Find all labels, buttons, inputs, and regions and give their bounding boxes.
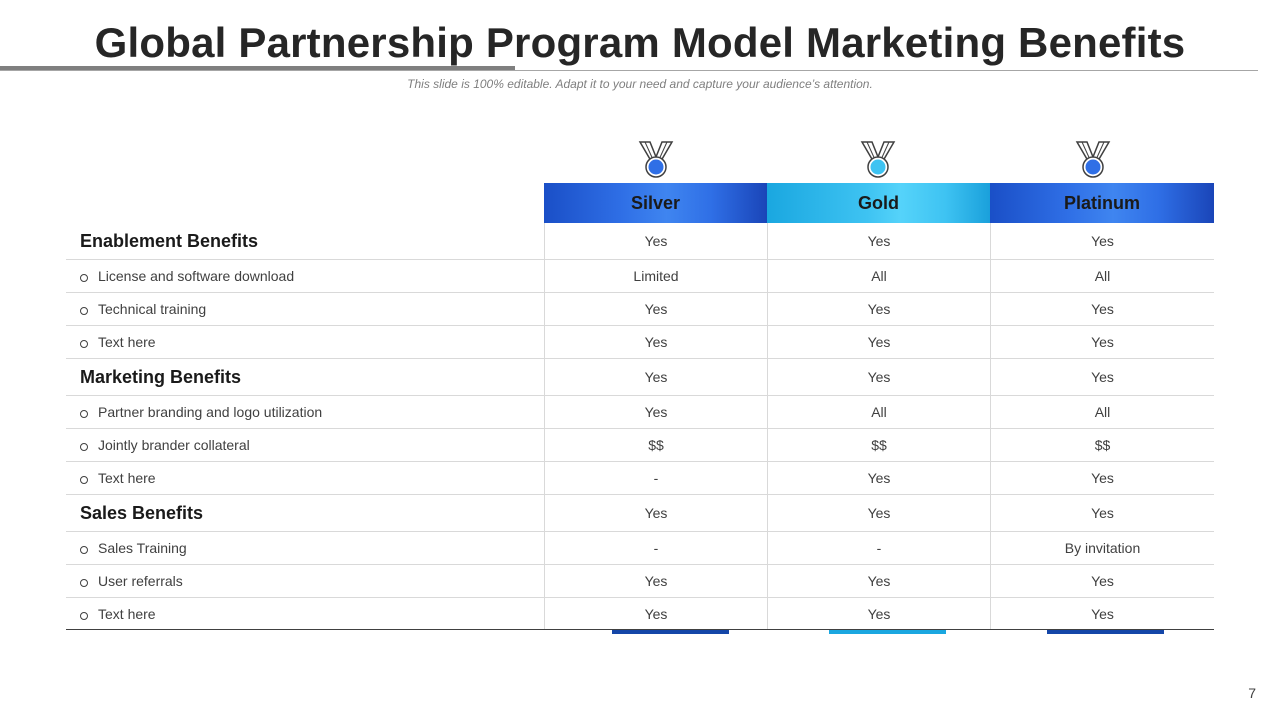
tier-header-platinum: Platinum — [990, 183, 1214, 223]
cell-gold: Yes — [767, 598, 990, 630]
table-row: User referrals Yes Yes Yes — [66, 565, 1214, 598]
cell-platinum: Yes — [990, 565, 1214, 597]
cell-platinum: Yes — [990, 495, 1214, 531]
table-row: Sales Training - - By invitation — [66, 532, 1214, 565]
row-label: Text here — [98, 470, 156, 486]
cell-platinum: Yes — [990, 598, 1214, 630]
row-label: Text here — [98, 334, 156, 350]
gold-footer-bar — [829, 630, 946, 634]
bullet-icon — [80, 546, 88, 554]
cell-silver: - — [544, 532, 767, 564]
bullet-icon — [80, 476, 88, 484]
bullet-icon — [80, 307, 88, 315]
row-label: Partner branding and logo utilization — [98, 404, 323, 420]
cell-platinum: Yes — [990, 462, 1214, 494]
row-label: Sales Training — [98, 540, 187, 556]
silver-medal-icon — [638, 141, 674, 178]
cell-platinum: Yes — [990, 359, 1214, 395]
page-number: 7 — [1248, 685, 1256, 701]
cell-gold: Yes — [767, 223, 990, 259]
platinum-footer-bar — [1047, 630, 1164, 634]
cell-platinum: By invitation — [990, 532, 1214, 564]
row-label: Jointly brander collateral — [98, 437, 250, 453]
bullet-icon — [80, 274, 88, 282]
row-label: License and software download — [98, 268, 295, 284]
row-label: Enablement Benefits — [80, 230, 259, 251]
row-label: Technical training — [98, 301, 207, 317]
cell-silver: Yes — [544, 223, 767, 259]
table-row: Jointly brander collateral $$ $$ $$ — [66, 429, 1214, 462]
cell-silver: Yes — [544, 396, 767, 428]
gold-medal-icon — [860, 141, 896, 178]
bullet-icon — [80, 410, 88, 418]
table-row: Marketing Benefits Yes Yes Yes — [66, 359, 1214, 396]
table-row: Sales Benefits Yes Yes Yes — [66, 495, 1214, 532]
cell-gold: Yes — [767, 359, 990, 395]
table-row: Text here - Yes Yes — [66, 462, 1214, 495]
bullet-icon — [80, 612, 88, 620]
title-underline — [0, 70, 1258, 71]
cell-platinum: Yes — [990, 293, 1214, 325]
cell-gold: All — [767, 396, 990, 428]
table-row: Text here Yes Yes Yes — [66, 326, 1214, 359]
silver-footer-bar — [612, 630, 729, 634]
table-row: License and software download Limited Al… — [66, 260, 1214, 293]
table-bottom-rule — [66, 629, 1214, 630]
cell-gold: Yes — [767, 495, 990, 531]
cell-gold: $$ — [767, 429, 990, 461]
cell-platinum: All — [990, 396, 1214, 428]
cell-silver: - — [544, 462, 767, 494]
cell-gold: Yes — [767, 462, 990, 494]
row-label: User referrals — [98, 573, 183, 589]
table-row: Text here Yes Yes Yes — [66, 598, 1214, 630]
row-label: Marketing Benefits — [80, 366, 242, 387]
cell-platinum: Yes — [990, 326, 1214, 358]
benefits-table: Enablement Benefits Yes Yes Yes License … — [66, 223, 1214, 630]
row-label: Sales Benefits — [80, 502, 204, 523]
cell-silver: Yes — [544, 598, 767, 630]
platinum-medal-icon — [1075, 141, 1111, 178]
bullet-icon — [80, 443, 88, 451]
tier-header-gold: Gold — [767, 183, 990, 223]
cell-gold: Yes — [767, 326, 990, 358]
table-row: Partner branding and logo utilization Ye… — [66, 396, 1214, 429]
cell-silver: Yes — [544, 565, 767, 597]
slide-subtitle: This slide is 100% editable. Adapt it to… — [407, 77, 873, 91]
cell-gold: Yes — [767, 565, 990, 597]
row-label: Text here — [98, 606, 156, 622]
cell-silver: Yes — [544, 359, 767, 395]
table-row: Technical training Yes Yes Yes — [66, 293, 1214, 326]
cell-silver: Yes — [544, 495, 767, 531]
cell-silver: $$ — [544, 429, 767, 461]
title-accent-bar — [0, 66, 515, 70]
tier-header-silver: Silver — [544, 183, 767, 223]
cell-gold: Yes — [767, 293, 990, 325]
cell-silver: Yes — [544, 293, 767, 325]
cell-silver: Yes — [544, 326, 767, 358]
bullet-icon — [80, 340, 88, 348]
bullet-icon — [80, 579, 88, 587]
cell-silver: Limited — [544, 260, 767, 292]
cell-platinum: $$ — [990, 429, 1214, 461]
slide-title: Global Partnership Program Model Marketi… — [94, 19, 1186, 66]
cell-gold: - — [767, 532, 990, 564]
cell-gold: All — [767, 260, 990, 292]
table-row: Enablement Benefits Yes Yes Yes — [66, 223, 1214, 260]
cell-platinum: All — [990, 260, 1214, 292]
cell-platinum: Yes — [990, 223, 1214, 259]
